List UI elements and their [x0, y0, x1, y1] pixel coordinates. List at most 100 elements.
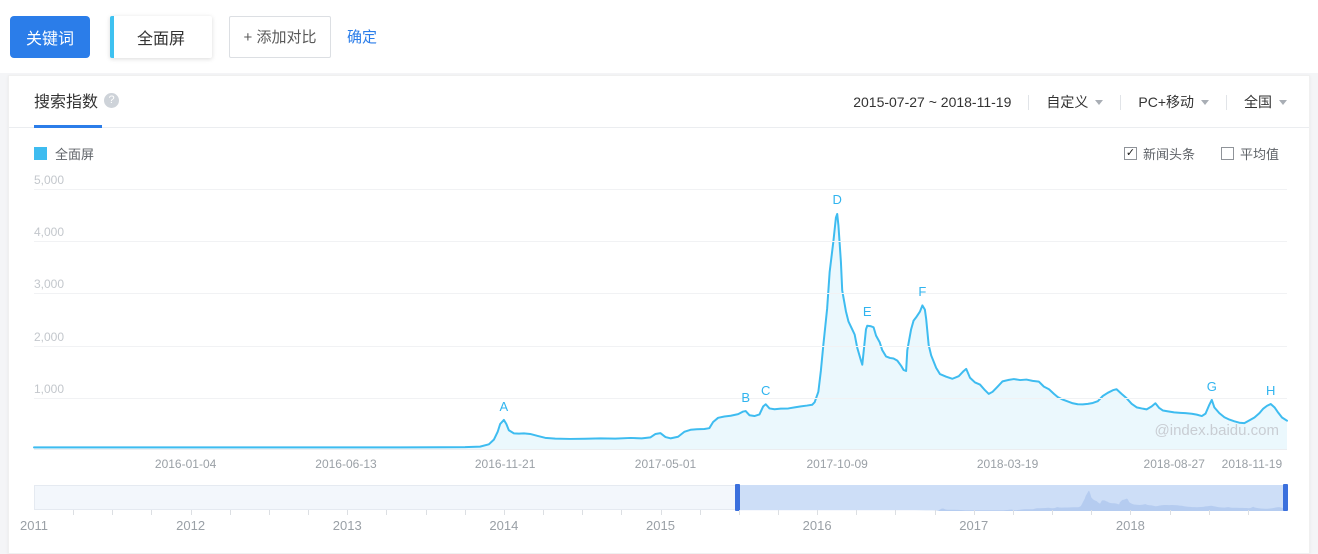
series-legend: 全面屏 — [34, 144, 94, 163]
x-tick-label: 2017-05-01 — [634, 457, 697, 471]
year-label: 2011 — [20, 518, 48, 533]
timeline-track[interactable] — [34, 484, 1288, 511]
timeline: 2011 2012 2013 2014 2015 2016 2017 2018 — [9, 484, 1309, 536]
x-tick-label: 2018-11-19 — [1221, 457, 1283, 471]
year-label: 2015 — [646, 518, 675, 533]
timeline-tick — [151, 510, 153, 515]
point-marker-label-b[interactable]: B — [741, 389, 751, 405]
point-marker-label-f[interactable]: F — [918, 283, 927, 299]
option-label: 平均值 — [1239, 146, 1279, 162]
timeline-tick — [660, 510, 662, 515]
tab-active-underline — [34, 125, 102, 128]
timeline-tick — [1130, 510, 1132, 515]
timeline-tick — [543, 510, 545, 515]
device-label: PC+移动 — [1138, 94, 1194, 110]
trend-line-chart — [33, 212, 1288, 449]
year-label: 2013 — [332, 518, 362, 533]
timeline-tick — [268, 510, 270, 515]
gridline — [34, 397, 1287, 399]
checkbox-icon[interactable] — [1220, 146, 1234, 160]
timeline-tick — [347, 510, 349, 515]
tab-search-index[interactable]: 搜索指数 ? — [34, 88, 120, 128]
timeline-selected-range[interactable] — [734, 484, 1288, 511]
chevron-down-icon — [1201, 99, 1209, 109]
timeline-tick — [308, 510, 310, 515]
year-label: 2018 — [1115, 518, 1145, 533]
question-circle-icon[interactable]: ? — [104, 92, 120, 108]
timeline-tick — [895, 510, 897, 515]
date-mode-dropdown[interactable]: 自定义 — [1046, 92, 1104, 112]
point-marker-label-h[interactable]: H — [1266, 382, 1276, 398]
timeline-tick — [582, 510, 584, 515]
region-dropdown[interactable]: 全国 — [1244, 92, 1287, 112]
option-toggle[interactable]: 平均值 — [1220, 144, 1279, 163]
y-axis-label: 1,000 — [34, 381, 65, 396]
slider-handle-left[interactable] — [734, 484, 740, 511]
checkbox-icon[interactable] — [1123, 146, 1137, 160]
region-label: 全国 — [1244, 94, 1272, 110]
timeline-tick — [1012, 510, 1014, 515]
slider-handle-right[interactable] — [1282, 484, 1288, 511]
watermark: @index.baidu.com — [1154, 422, 1279, 439]
x-axis: 2016-01-04 2016-06-13 2016-11-21 2017-05-01… — [34, 450, 1287, 476]
gridline — [34, 189, 1287, 190]
top-toolbar: 关键词 全面屏 + 添加对比 确定 — [0, 0, 1318, 73]
timeline-years: 2011 2012 2013 2014 2015 2016 2017 2018 — [20, 510, 1287, 536]
keyword-button[interactable]: 关键词 — [10, 15, 90, 58]
x-tick-label: 2016-11-21 — [474, 457, 536, 471]
timeline-tick — [425, 510, 427, 515]
x-tick-label: 2016-06-13 — [315, 457, 377, 471]
timeline-tick — [777, 510, 779, 515]
gridline — [34, 241, 1287, 243]
legend-row: 全面屏 新闻头条 平均值 — [9, 128, 1309, 164]
timeline-tick — [699, 510, 701, 515]
point-marker-label-c[interactable]: C — [761, 383, 771, 399]
search-index-panel: 搜索指数 ? 2015-07-27 ~ 2018-11-19 自定义 PC+移动 — [8, 75, 1310, 554]
timeline-tick — [1052, 510, 1054, 515]
timeline-tick — [817, 510, 819, 515]
keyword-chip-label: 全面屏 — [136, 30, 185, 48]
trend-line — [33, 212, 1288, 449]
timeline-tick — [1247, 510, 1249, 515]
area-fill — [34, 213, 1287, 449]
point-marker-label-e[interactable]: E — [862, 304, 872, 320]
timeline-tick — [1091, 510, 1093, 515]
y-axis-label: 2,000 — [34, 329, 65, 344]
y-axis-label: 3,000 — [34, 277, 65, 292]
timeline-tick — [1169, 510, 1171, 515]
x-tick-label: 2016-01-04 — [154, 457, 217, 471]
series-color-swatch — [34, 146, 47, 160]
timeline-tick — [190, 510, 192, 515]
confirm-link[interactable]: 确定 — [347, 29, 378, 46]
chart-plot[interactable]: @index.baidu.com 1,000 2,000 3,000 4,000 5,0… — [33, 173, 1288, 450]
chevron-down-icon — [1279, 99, 1287, 109]
tab-label: 搜索指数 — [34, 94, 99, 111]
timeline-tick — [464, 510, 466, 515]
device-dropdown[interactable]: PC+移动 — [1138, 92, 1209, 112]
add-compare-button[interactable]: + 添加对比 — [229, 15, 331, 58]
legend-options: 新闻头条 平均值 — [1123, 144, 1279, 163]
x-tick-label: 2018-08-27 — [1143, 457, 1205, 471]
point-marker-label-d[interactable]: D — [832, 192, 842, 208]
year-label: 2014 — [489, 518, 519, 533]
gridline — [34, 345, 1287, 347]
timeline-tick — [112, 510, 114, 515]
timeline-tick — [973, 510, 975, 515]
page-body: 搜索指数 ? 2015-07-27 ~ 2018-11-19 自定义 PC+移动 — [0, 73, 1318, 554]
x-tick-label: 2017-10-09 — [806, 457, 868, 471]
gridline — [34, 293, 1287, 295]
timeline-tick — [934, 510, 936, 515]
option-toggle[interactable]: 新闻头条 — [1123, 144, 1195, 163]
keyword-chip[interactable]: 全面屏 — [110, 15, 212, 58]
timeline-tick — [73, 510, 75, 515]
minimap-area — [736, 490, 1286, 511]
series-legend-label: 全面屏 — [55, 146, 95, 162]
point-marker-label-g[interactable]: G — [1206, 378, 1217, 394]
date-range-value[interactable]: 2015-07-27 ~ 2018-11-19 — [853, 94, 1012, 110]
timeline-tick — [856, 510, 858, 515]
year-label: 2012 — [176, 518, 206, 533]
point-marker-label-a[interactable]: A — [499, 398, 509, 414]
divider — [1120, 94, 1122, 110]
year-label: 2016 — [802, 518, 832, 533]
date-mode-label: 自定义 — [1046, 94, 1089, 110]
